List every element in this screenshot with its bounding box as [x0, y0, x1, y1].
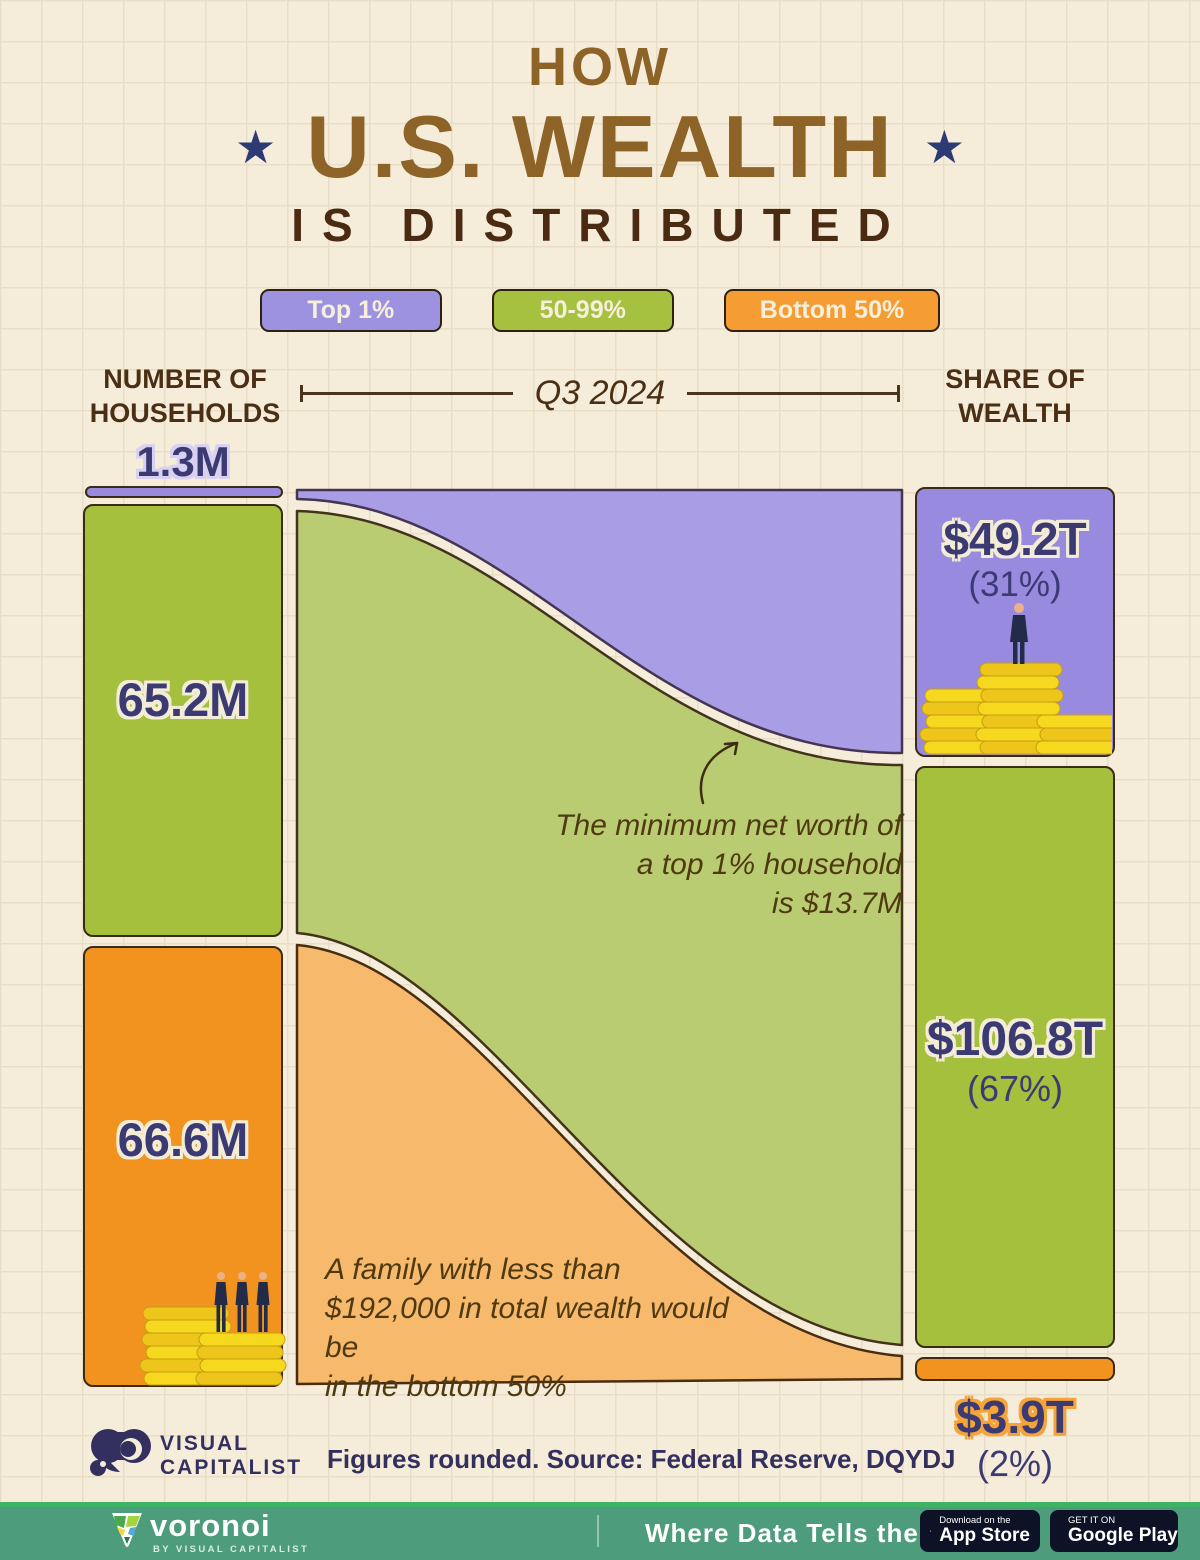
legend-item-bottom50: Bottom 50%	[723, 289, 941, 332]
apple-icon	[930, 1530, 932, 1532]
app-store-badge-top: Download on the	[939, 1514, 1011, 1526]
wealth-top1-share: (31%)	[968, 565, 1062, 604]
wealth-50-99-value: $106.8T	[926, 1013, 1104, 1066]
wealth-top1-value: $49.2T	[943, 513, 1087, 565]
flow-bottom50	[295, 943, 904, 1386]
households-top1-node	[85, 486, 283, 498]
period-header: Q3 2024	[300, 374, 901, 413]
wealth-bottom50-share: (2%)	[976, 1443, 1053, 1484]
legend-item-top1: Top 1%	[259, 289, 442, 332]
legend-item-50-99: 50-99%	[491, 289, 674, 332]
flow-top1	[295, 488, 904, 755]
voronoi-logo-icon	[112, 1513, 142, 1547]
wealth-50-99-node	[915, 766, 1115, 1348]
households-top1-label: 1.3M	[136, 438, 230, 485]
star-icon: ★	[923, 121, 965, 173]
wealth-bottom50-value: $3.9T	[956, 1391, 1074, 1443]
person-icon	[235, 1272, 249, 1332]
bar-divider	[597, 1515, 599, 1547]
wealth-50-99-share: (67%)	[966, 1068, 1064, 1109]
sankey-flows	[295, 488, 904, 1386]
wealth-bottom50-node	[915, 1357, 1115, 1381]
voronoi-wordmark: voronoi	[150, 1508, 271, 1543]
title-kicker: HOW	[528, 37, 672, 97]
page-title: U.S. WEALTH	[306, 97, 894, 196]
measure-line-left	[300, 385, 513, 402]
measure-line-right	[687, 385, 901, 402]
google-play-badge[interactable]: GET IT ON Google Play	[1050, 1510, 1178, 1552]
households-bottom50-label: 66.6M	[117, 1113, 249, 1166]
period-label: Q3 2024	[534, 374, 666, 412]
voronoi-byline: BY VISUAL CAPITALIST	[153, 1544, 310, 1555]
google-play-badge-bottom: Google Play	[1068, 1525, 1178, 1547]
title-subtitle: IS DISTRIBUTED	[291, 199, 909, 251]
star-icon: ★	[235, 121, 277, 173]
app-store-badge-bottom: App Store	[939, 1525, 1030, 1547]
person-icon	[214, 1272, 228, 1332]
visual-capitalist-wordmark: VISUAL CAPITALIST	[160, 1432, 303, 1480]
flow-50-99	[295, 509, 904, 1347]
person-icon	[256, 1272, 270, 1332]
coins-illustration-bottom50	[140, 1272, 287, 1386]
annotation-arrow	[699, 741, 739, 805]
google-play-badge-top: GET IT ON	[1068, 1514, 1116, 1526]
left-axis-title: NUMBER OF HOUSEHOLDS	[89, 364, 281, 428]
app-store-badge[interactable]: Download on the App Store	[920, 1510, 1040, 1552]
legend: Top 1% 50-99% Bottom 50%	[0, 289, 1200, 332]
person-icon	[1010, 603, 1028, 664]
visual-capitalist-logo-icon	[90, 1429, 151, 1476]
coins-illustration-top1	[919, 603, 1112, 755]
annotation-top1: The minimum net worth of a top 1% househ…	[555, 809, 902, 920]
source-note: Figures rounded. Source: Federal Reserve…	[327, 1444, 956, 1474]
right-axis-title: SHARE OF WEALTH	[945, 364, 1085, 428]
households-50-99-label: 65.2M	[117, 673, 249, 726]
households-50-99-node	[83, 504, 283, 937]
annotation-bottom50: A family with less than $192,000 in tota…	[325, 1253, 729, 1403]
title-main-row: ★ U.S. WEALTH ★	[0, 96, 1200, 198]
